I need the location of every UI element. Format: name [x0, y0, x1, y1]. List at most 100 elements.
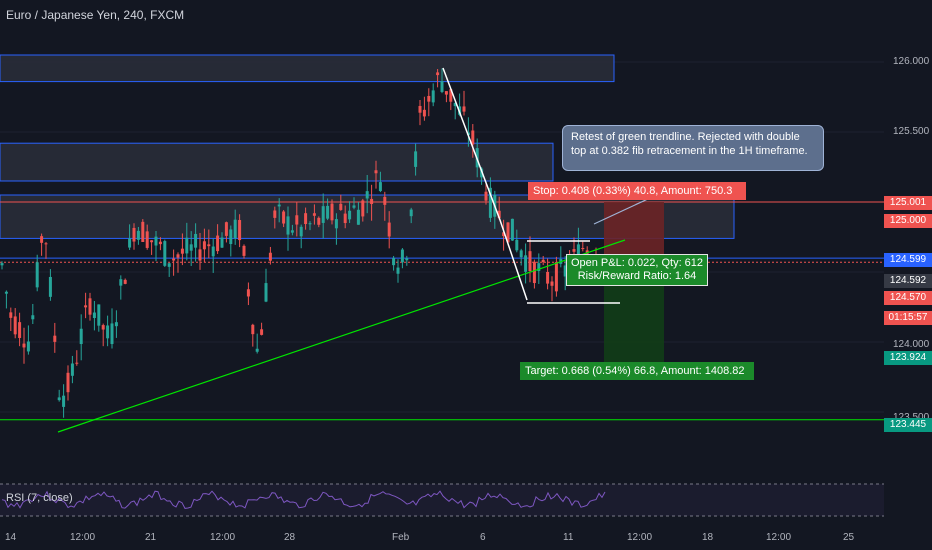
- x-tick-label: 21: [145, 532, 157, 543]
- candle-body: [585, 250, 589, 254]
- candle-body: [343, 213, 347, 224]
- x-tick-label: 11: [563, 532, 574, 543]
- candle-body: [75, 362, 79, 364]
- x-tick-label: 12:00: [627, 532, 653, 543]
- candle-body: [449, 89, 453, 102]
- candle-body: [392, 258, 396, 266]
- candle-body: [97, 304, 101, 326]
- candle-body: [220, 237, 224, 248]
- candle-body: [462, 106, 466, 112]
- candle-body: [330, 203, 334, 221]
- candle-body: [422, 109, 426, 117]
- resistance-zone: [0, 54, 615, 83]
- candle-body: [396, 267, 400, 274]
- stop-zone: [604, 202, 664, 260]
- candle-body: [546, 271, 550, 284]
- target-label: Target: 0.668 (0.54%) 66.8, Amount: 1408…: [520, 362, 754, 380]
- candle-body: [295, 215, 299, 225]
- candle-body: [383, 196, 387, 205]
- candle-body: [484, 191, 488, 201]
- candle-body: [4, 291, 8, 294]
- candle-body: [207, 244, 211, 247]
- candle-body: [132, 227, 136, 242]
- candle-body: [242, 245, 246, 256]
- candle-body: [282, 211, 286, 224]
- candle-body: [471, 130, 475, 145]
- candle-body: [352, 205, 356, 208]
- x-tick-label: 6: [480, 532, 486, 543]
- candle-body: [229, 229, 233, 245]
- candle-body: [53, 335, 57, 342]
- candle-body: [141, 221, 145, 242]
- callout-note[interactable]: Retest of green trendline. Rejected with…: [562, 125, 824, 171]
- candle-body: [22, 343, 26, 348]
- candle-body: [70, 363, 74, 376]
- candle-body: [537, 263, 541, 272]
- x-tick-label: 14: [5, 532, 17, 543]
- candle-body: [79, 328, 83, 345]
- candle-body: [44, 243, 48, 245]
- candle-body: [84, 305, 88, 308]
- candle-body: [114, 322, 118, 327]
- candle-body: [273, 210, 277, 218]
- candle-body: [370, 198, 374, 205]
- candle-body: [356, 209, 360, 225]
- candle-body: [0, 263, 4, 266]
- rsi-line: [1, 490, 606, 509]
- x-tick-label: Feb: [392, 532, 410, 543]
- y-tick-label: 124.000: [893, 339, 930, 350]
- candle-body: [524, 255, 528, 272]
- resistance-zone: [0, 142, 554, 182]
- candle-body: [440, 81, 444, 92]
- price-tag: 123.445: [884, 418, 932, 432]
- candle-body: [409, 209, 413, 217]
- rsi-band-fill: [0, 484, 884, 516]
- candle-body: [374, 170, 378, 174]
- candle-body: [268, 252, 272, 261]
- candle-body: [528, 251, 532, 272]
- candle-body: [405, 258, 409, 261]
- x-tick-label: 18: [702, 532, 714, 543]
- candle-body: [106, 325, 110, 339]
- candle-body: [224, 222, 228, 236]
- candle-body: [321, 206, 325, 223]
- x-tick-label: 12:00: [210, 532, 236, 543]
- candle-body: [185, 237, 189, 254]
- y-tick-label: 126.000: [893, 56, 930, 67]
- candle-body: [194, 233, 198, 248]
- candle-body: [158, 241, 162, 245]
- candle-body: [251, 324, 255, 335]
- candle-body: [572, 249, 576, 252]
- candle-body: [128, 238, 132, 248]
- candle-body: [387, 222, 391, 237]
- candle-body: [453, 102, 457, 107]
- candle-body: [176, 254, 180, 258]
- candle-body: [502, 232, 506, 237]
- x-tick-label: 25: [843, 532, 855, 543]
- callout-pointer: [593, 197, 651, 225]
- price-tag: 124.570: [884, 291, 932, 305]
- candle-body: [123, 279, 127, 284]
- candle-body: [581, 248, 585, 250]
- candle-body: [255, 348, 259, 352]
- candle-body: [260, 329, 264, 335]
- candle-body: [88, 298, 92, 315]
- candle-body: [66, 372, 70, 393]
- candle-body: [238, 220, 242, 241]
- candle-body: [400, 249, 404, 263]
- price-tag: 125.000: [884, 214, 932, 228]
- price-tag: 01:15:57: [884, 311, 932, 325]
- candle-body: [317, 217, 321, 225]
- rsi-label: RSI (7, close): [6, 492, 73, 504]
- candle-body: [57, 397, 61, 401]
- candle-body: [436, 72, 440, 76]
- chart-title: Euro / Japanese Yen, 240, FXCM: [6, 8, 185, 22]
- price-tag: 125.001: [884, 196, 932, 210]
- pnl-text: Open P&L: 0.022, Qty: 612: [570, 257, 704, 269]
- candle-body: [211, 246, 215, 257]
- candle-body: [31, 315, 35, 320]
- candle-body: [233, 219, 237, 239]
- candle-body: [365, 191, 369, 199]
